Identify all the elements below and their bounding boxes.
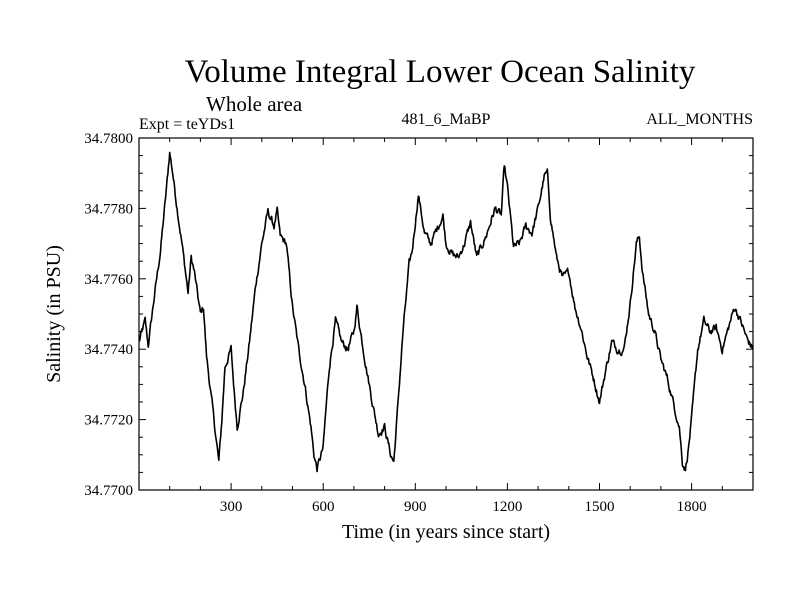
x-tick-label: 600 <box>312 499 335 515</box>
y-tick-label: 34.7800 <box>84 131 133 147</box>
chart-subtitle: Whole area <box>206 92 303 116</box>
plot-frame <box>138 137 754 491</box>
x-tick-label: 1500 <box>585 499 615 515</box>
x-tick-label: 900 <box>404 499 427 515</box>
months-label: ALL_MONTHS <box>646 111 753 128</box>
y-tick-label: 34.7700 <box>84 483 133 499</box>
y-tick-label: 34.7740 <box>84 342 133 358</box>
x-tick-label: 1800 <box>677 499 707 515</box>
x-tick-label: 300 <box>220 499 243 515</box>
y-tick-label: 34.7720 <box>84 413 133 429</box>
y-tick-label: 34.7760 <box>84 272 133 288</box>
series-line <box>138 151 754 473</box>
series-layer <box>138 151 754 473</box>
y-axis-label: Salinity (in PSU) <box>43 245 65 383</box>
x-axis-label: Time (in years since start) <box>342 521 550 543</box>
run-label: 481_6_MaBP <box>402 111 491 128</box>
axes-layer: 300 600 900 1200 1500 1800 34.7700 34.7720 34.77… <box>84 131 753 515</box>
experiment-label: Expt = teYDs1 <box>139 116 235 133</box>
y-tick-label: 34.7780 <box>84 201 133 217</box>
x-tick-label: 1200 <box>492 499 522 515</box>
chart-title: Volume Integral Lower Ocean Salinity <box>185 54 696 90</box>
